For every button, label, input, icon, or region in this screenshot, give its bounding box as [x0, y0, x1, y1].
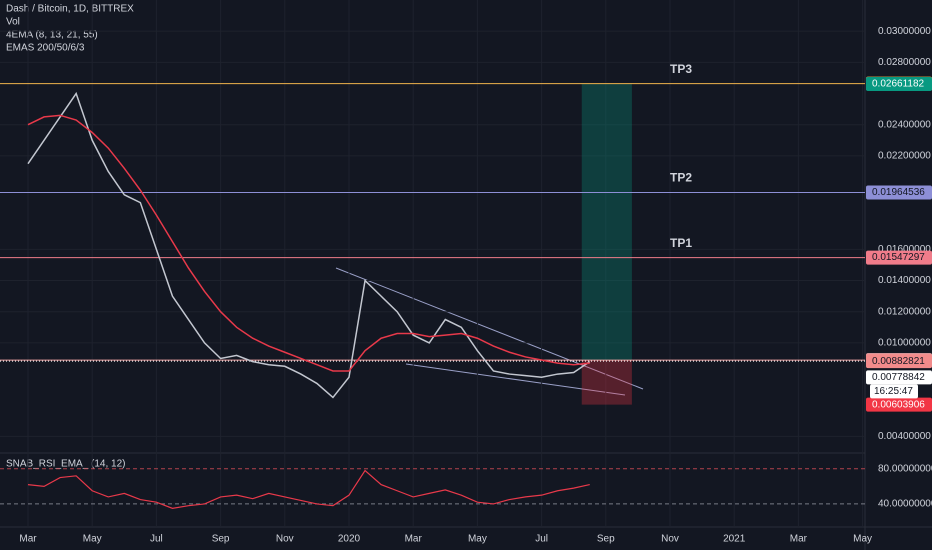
x-tick-label: 2021 — [723, 534, 746, 545]
chart-title: Dash / Bitcoin, 1D, BITTREX — [6, 4, 134, 15]
price-tag-label: 0.02661182 — [872, 79, 925, 90]
y-tick-label: 0.01400000 — [878, 275, 931, 286]
x-tick-label: 2020 — [338, 534, 361, 545]
indicator-label: Vol — [6, 17, 20, 28]
rsi-title: SNAB_RSI_EMA_ (14, 12) — [6, 459, 126, 470]
countdown-tag — [870, 384, 918, 399]
price-tag — [866, 354, 932, 369]
x-tick-label: Jul — [150, 534, 163, 545]
x-tick-label: Nov — [661, 534, 679, 545]
x-tick-label: Mar — [19, 534, 37, 545]
price-tag-label: 0.01964536 — [872, 187, 925, 198]
y-tick-label: 0.00400000 — [878, 431, 931, 442]
x-tick-label: May — [853, 534, 872, 545]
x-tick-label: Nov — [276, 534, 294, 545]
x-tick-label: Mar — [405, 534, 423, 545]
x-tick-label: Sep — [212, 534, 230, 545]
price-tag-label: 0.00778842 — [872, 372, 925, 383]
countdown: 16:25:47 — [874, 386, 913, 397]
price-tag-label: 0.00603906 — [872, 399, 925, 410]
y-tick-label: 0.02200000 — [878, 151, 931, 162]
target-zone — [581, 83, 632, 361]
price-tag — [866, 397, 932, 412]
price-line — [27, 91, 591, 399]
price-line — [27, 114, 590, 372]
level-label: TP1 — [670, 236, 692, 250]
price-tag — [866, 370, 932, 385]
y-tick-label: 0.02400000 — [878, 119, 931, 130]
y-tick-label: 0.01200000 — [878, 306, 931, 317]
x-tick-label: Jul — [535, 534, 548, 545]
x-tick-label: May — [468, 534, 487, 545]
y-tick-label: 0.01600000 — [878, 244, 931, 255]
x-tick-label: Mar — [790, 534, 808, 545]
indicator-label: 4EMA (8, 13, 21, 55) — [6, 30, 98, 41]
price-tag — [866, 250, 932, 265]
x-tick-label: Sep — [597, 534, 615, 545]
price-tag-label: 0.00882821 — [872, 356, 925, 367]
rsi-tick-label: 40.00000000 — [878, 499, 932, 510]
level-label: TP3 — [670, 62, 692, 76]
y-tick-label: 0.01000000 — [878, 338, 931, 349]
rsi-tick-label: 80.00000000 — [878, 463, 932, 474]
trendline-upper — [335, 267, 644, 390]
price-tag-label: 0.01547297 — [872, 252, 925, 263]
y-tick-label: 0.03000000 — [878, 26, 931, 37]
rsi-line — [27, 469, 590, 509]
stop-zone — [581, 360, 632, 405]
level-label: TP2 — [670, 171, 692, 185]
trendline-lower — [405, 363, 626, 396]
price-tag — [866, 185, 932, 200]
indicator-label: EMAS 200/50/6/3 — [6, 43, 85, 54]
x-tick-label: May — [83, 534, 102, 545]
price-tag — [866, 76, 932, 91]
y-tick-label: 0.02800000 — [878, 57, 931, 68]
